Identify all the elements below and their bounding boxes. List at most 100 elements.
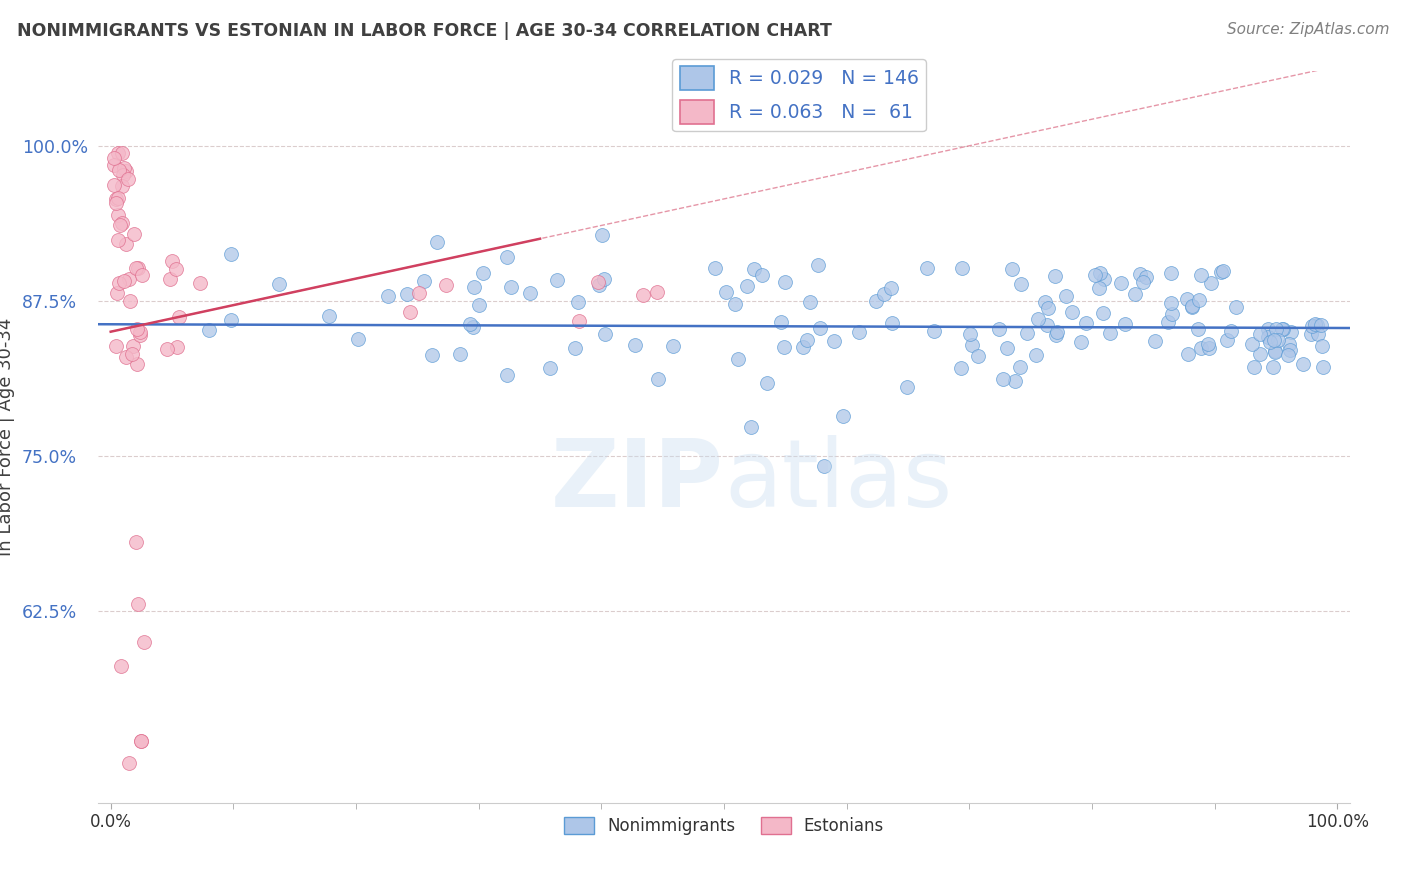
Point [496,368,519,383]
Point [103,178,125,192]
Point [1098,326,1121,341]
Point [121,347,143,361]
Point [1271,322,1294,336]
Point [1292,357,1315,371]
Point [631,287,654,301]
Point [420,348,443,362]
Point [1198,341,1220,355]
Point [108,163,131,178]
Point [987,322,1010,336]
Point [567,294,589,309]
Point [167,310,190,324]
Point [111,217,134,231]
Point [740,419,762,434]
Point [623,338,645,352]
Point [1111,276,1133,290]
Point [125,357,148,371]
Point [967,349,990,363]
Point [1015,326,1038,340]
Point [1211,265,1233,279]
Point [127,261,149,276]
Point [134,634,156,648]
Point [1045,328,1067,343]
Text: Source: ZipAtlas.com: Source: ZipAtlas.com [1226,22,1389,37]
Point [756,376,779,391]
Text: atlas: atlas [724,435,952,527]
Point [1303,317,1326,331]
Point [107,233,129,247]
Point [1143,334,1166,348]
Point [872,286,894,301]
Point [1010,359,1032,374]
Point [586,275,609,289]
Point [991,371,1014,385]
Point [117,172,139,186]
Point [1278,337,1301,351]
Point [111,178,134,193]
Point [592,271,614,285]
Point [166,340,188,354]
Point [1199,276,1222,290]
Point [1263,333,1285,347]
Point [1054,289,1077,303]
Point [1160,266,1182,280]
Point [796,333,818,347]
Point [1312,360,1334,375]
Point [408,285,430,300]
Point [107,277,129,291]
Point [269,277,291,291]
Text: NONIMMIGRANTS VS ESTONIAN IN LABOR FORCE | AGE 30-34 CORRELATION CHART: NONIMMIGRANTS VS ESTONIAN IN LABOR FORCE… [17,22,832,40]
Point [103,151,125,165]
Point [471,266,494,280]
Point [105,196,128,211]
Point [1036,318,1059,332]
Point [773,276,796,290]
Point [1181,300,1204,314]
Point [1091,306,1114,320]
Point [546,273,568,287]
Point [1257,322,1279,336]
Point [661,339,683,353]
Point [879,281,901,295]
Point [107,146,129,161]
Point [347,332,370,346]
Point [848,325,870,339]
Point [108,218,131,232]
Point [538,360,561,375]
Point [107,208,129,222]
Point [1181,300,1204,314]
Point [792,340,814,354]
Point [1187,322,1209,336]
Point [318,310,340,324]
Point [188,276,211,290]
Point [1257,329,1279,343]
Point [1215,333,1237,347]
Point [1299,327,1322,342]
Y-axis label: In Labor Force | Age 30-34: In Labor Force | Age 30-34 [0,318,15,557]
Point [727,351,749,366]
Point [115,351,138,365]
Point [463,280,485,294]
Point [742,262,765,277]
Point [110,659,132,673]
Point [1025,348,1047,362]
Point [593,326,616,341]
Point [121,339,143,353]
Point [1160,307,1182,321]
Point [922,324,945,338]
Point [564,341,586,355]
Point [1132,276,1154,290]
Point [519,286,541,301]
Point [112,168,135,182]
Point [1114,318,1136,332]
Point [1189,268,1212,282]
Point [806,258,828,272]
Point [107,191,129,205]
Point [1279,325,1302,339]
Point [495,250,517,264]
Point [1264,344,1286,359]
Point [1265,322,1288,336]
Point [832,409,855,423]
Point [1278,343,1301,358]
Point [399,305,422,319]
